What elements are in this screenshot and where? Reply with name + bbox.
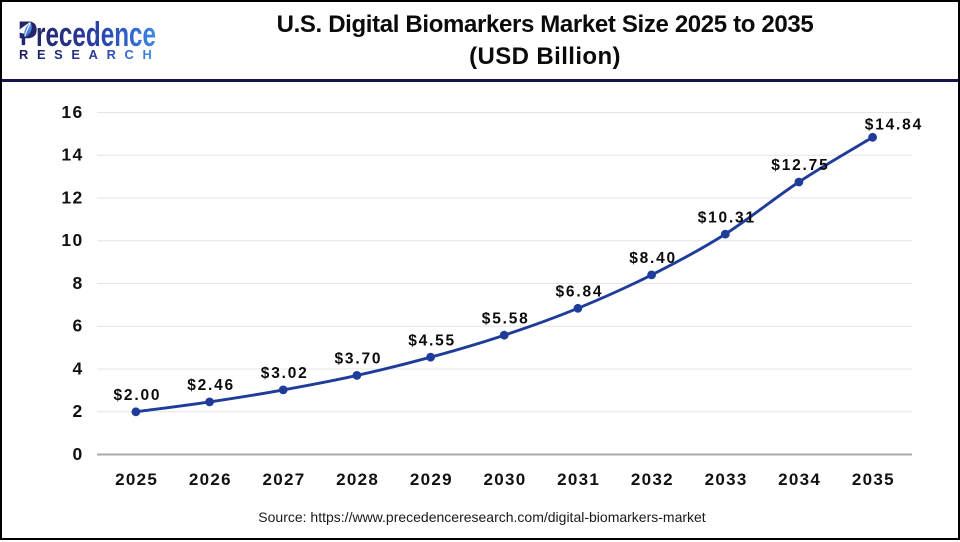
svg-text:recedence: recedence	[36, 16, 156, 54]
svg-text:2030: 2030	[483, 470, 526, 489]
svg-text:4: 4	[72, 358, 83, 378]
svg-text:16: 16	[61, 102, 83, 122]
svg-text:2026: 2026	[189, 470, 232, 489]
svg-text:14: 14	[61, 145, 83, 165]
svg-text:$5.58: $5.58	[482, 310, 530, 327]
svg-text:2031: 2031	[557, 470, 600, 489]
svg-text:$8.40: $8.40	[629, 250, 677, 267]
svg-text:2029: 2029	[410, 470, 453, 489]
svg-text:$4.55: $4.55	[408, 332, 456, 349]
svg-text:2032: 2032	[631, 470, 674, 489]
svg-text:$3.70: $3.70	[335, 351, 383, 368]
svg-text:6: 6	[72, 316, 83, 336]
svg-text:12: 12	[61, 187, 83, 207]
svg-text:0: 0	[72, 444, 83, 464]
svg-text:2035: 2035	[852, 470, 895, 489]
svg-text:$12.75: $12.75	[771, 157, 829, 174]
svg-text:2027: 2027	[262, 470, 305, 489]
svg-text:2: 2	[72, 401, 83, 421]
svg-text:$10.31: $10.31	[698, 209, 756, 226]
svg-text:$14.84: $14.84	[865, 117, 923, 134]
svg-text:$3.02: $3.02	[261, 365, 309, 382]
svg-text:$6.84: $6.84	[556, 284, 604, 301]
svg-text:2033: 2033	[705, 470, 748, 489]
svg-text:$2.46: $2.46	[187, 377, 235, 394]
svg-text:2034: 2034	[778, 470, 821, 489]
svg-text:2028: 2028	[336, 470, 379, 489]
svg-text:RESEARCH: RESEARCH	[19, 47, 160, 62]
svg-text:8: 8	[72, 273, 83, 293]
svg-text:$2.00: $2.00	[114, 387, 162, 404]
svg-text:10: 10	[61, 230, 83, 250]
svg-text:2025: 2025	[115, 470, 158, 489]
